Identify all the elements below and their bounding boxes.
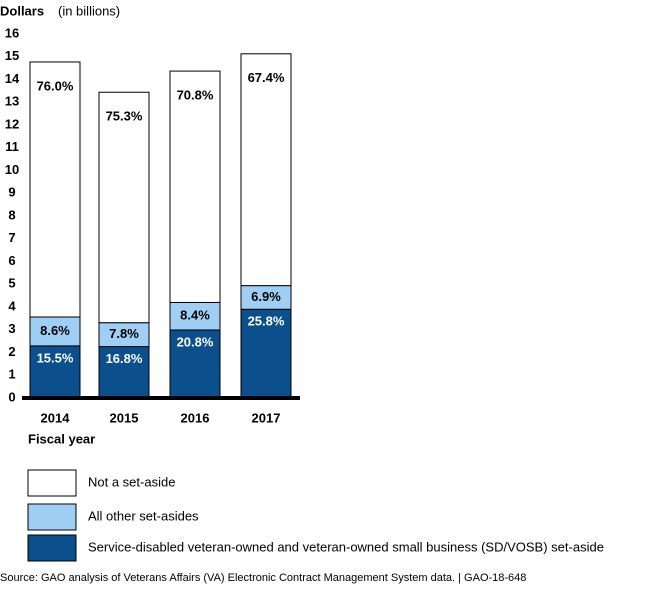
y-tick-label: 5	[8, 276, 15, 291]
x-tick-label: 2017	[252, 410, 281, 425]
legend-label: Service-disabled veteran-owned and veter…	[88, 539, 604, 554]
data-label: 15.5%	[37, 350, 74, 365]
source: Source: GAO analysis of Veterans Affairs…	[0, 572, 526, 584]
y-axis-note: (in billions)	[58, 3, 120, 18]
bar-segment	[98, 91, 150, 324]
y-tick-label: 13	[5, 94, 19, 109]
legend-swatch	[27, 503, 77, 531]
y-tick-label: 9	[8, 185, 15, 200]
data-label: 7.8%	[109, 326, 139, 341]
y-tick-label: 4	[8, 298, 16, 313]
data-label: 76.0%	[37, 78, 74, 93]
bar-segment	[29, 61, 81, 318]
data-label: 20.8%	[177, 334, 214, 349]
legend-label: Not a set-aside	[88, 474, 175, 489]
bar-segment	[240, 53, 292, 287]
data-label: 8.4%	[180, 308, 210, 323]
y-tick-label: 0	[8, 389, 15, 404]
data-label: 67.4%	[248, 70, 285, 85]
y-tick-label: 11	[5, 139, 19, 154]
x-tick-label: 2014	[41, 410, 71, 425]
y-tick-label: 1	[8, 367, 15, 382]
y-tick-label: 10	[5, 162, 19, 177]
y-tick-label: 7	[8, 230, 15, 245]
data-label: 75.3%	[106, 109, 143, 124]
data-label: 8.6%	[40, 323, 70, 338]
data-label: 70.8%	[177, 88, 214, 103]
legend-label: All other set-asides	[88, 508, 199, 523]
legend-swatch	[27, 469, 77, 497]
bar-segment	[29, 345, 81, 399]
y-tick-label: 2	[8, 344, 15, 359]
y-tick-label: 14	[5, 71, 20, 86]
data-label: 6.9%	[251, 289, 281, 304]
y-tick-label: 8	[8, 207, 15, 222]
bar-segment	[169, 70, 221, 303]
legend-swatch	[27, 534, 77, 562]
y-tick-label: 3	[8, 321, 15, 336]
y-tick-label: 12	[5, 116, 19, 131]
y-tick-label: 6	[8, 253, 15, 268]
y-tick-label: 16	[5, 25, 19, 40]
bar-segment	[29, 316, 81, 347]
y-tick-label: 15	[5, 48, 19, 63]
data-label: 25.8%	[248, 314, 285, 329]
x-tick-label: 2016	[181, 410, 210, 425]
x-axis-title: Fiscal year	[28, 431, 95, 446]
x-tick-label: 2015	[110, 410, 139, 425]
data-label: 16.8%	[106, 351, 143, 366]
y-axis-title: Dollars	[0, 3, 44, 18]
